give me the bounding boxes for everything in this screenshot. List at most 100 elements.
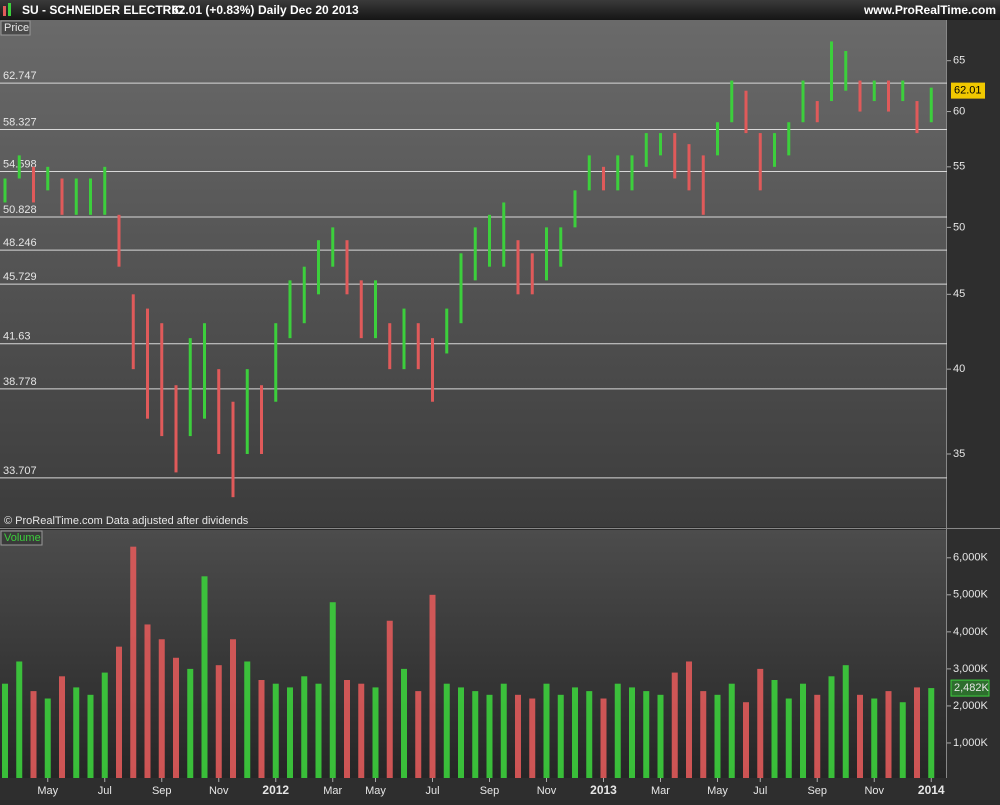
price-bar <box>730 80 734 123</box>
panel-label: Volume <box>4 532 41 544</box>
panel-label-box <box>0 20 31 36</box>
last-price-box <box>951 82 985 99</box>
volume-bar <box>315 683 322 778</box>
volume-bar <box>657 694 664 778</box>
price-bar <box>431 338 434 402</box>
price-bar <box>545 227 548 281</box>
volume-bar <box>301 676 308 778</box>
volume-bar <box>686 661 692 778</box>
price-bar <box>302 266 306 324</box>
x-tick-label: Sep <box>807 785 827 797</box>
x-tick-label: Mar <box>651 785 670 797</box>
panel-label-box <box>0 530 43 546</box>
price-bar <box>117 214 121 267</box>
volume-bar <box>73 687 80 778</box>
volume-bar <box>757 668 764 778</box>
note: © ProRealTime.com Data adjusted after di… <box>4 515 249 527</box>
volume-bar <box>743 702 749 778</box>
volume-bar <box>130 546 137 778</box>
volume-bar <box>785 698 792 778</box>
volume-bar <box>44 698 51 778</box>
price-bar <box>887 80 890 112</box>
price-bar <box>74 178 78 215</box>
price-bar <box>274 323 278 402</box>
volume-bar <box>800 683 806 778</box>
volume-bar <box>415 691 422 778</box>
y-tick-label: 4,000K <box>953 626 989 638</box>
price-bar <box>602 166 605 191</box>
price-bar <box>131 294 135 370</box>
volume-bar <box>87 694 94 778</box>
price-bar <box>530 253 534 295</box>
header-bar <box>0 0 1000 20</box>
price-bar <box>402 308 406 370</box>
x-tick-label: Sep <box>480 785 500 797</box>
price-bar <box>687 144 691 191</box>
price-panel <box>0 20 947 527</box>
date-axis-bg <box>0 778 1000 800</box>
volume-bar <box>899 702 906 778</box>
x-tick-label: Nov <box>864 785 884 797</box>
price-bar <box>673 133 677 179</box>
price-bar <box>188 338 192 437</box>
y-tick-label: 3,000K <box>953 663 989 675</box>
price-bar <box>32 166 35 203</box>
price-bar <box>830 41 833 102</box>
price-bar <box>516 240 520 295</box>
price-bar <box>345 240 349 295</box>
y-tick-label: 45 <box>953 288 965 300</box>
price-bar <box>17 155 21 179</box>
volume-bar <box>144 624 151 778</box>
y-tick-label: 65 <box>953 55 965 67</box>
volume-bar <box>928 688 935 778</box>
volume-bar <box>671 672 678 778</box>
price-bar <box>744 90 748 134</box>
price-bar <box>359 280 363 339</box>
price-bar <box>630 155 634 191</box>
x-tick-label: Jul <box>753 785 767 797</box>
level-label: 50.828 <box>3 204 37 216</box>
price-bar <box>815 101 819 123</box>
volume-bar <box>187 668 194 778</box>
price-bar <box>288 280 292 339</box>
price-bar <box>488 214 491 267</box>
level-label: 33.707 <box>3 465 37 477</box>
volume-bar <box>643 691 650 778</box>
price-bar <box>459 253 463 324</box>
y-tick-label: 1,000K <box>953 737 989 749</box>
x-tick-label: May <box>37 785 58 797</box>
price-bar <box>445 308 449 354</box>
volume-bar <box>401 668 407 778</box>
price-bar <box>573 190 577 228</box>
price-bar <box>858 80 862 112</box>
price-bar <box>872 80 876 102</box>
price-bar <box>773 133 776 167</box>
level-label: 48.246 <box>3 237 37 249</box>
volume-bar <box>557 694 564 778</box>
x-tick-label: 2014 <box>918 783 945 797</box>
price-bar <box>801 80 805 123</box>
volume-bar <box>885 691 892 778</box>
x-tick-label: May <box>365 785 386 797</box>
price-bar <box>473 227 477 281</box>
volume-bar <box>344 680 350 778</box>
volume-bar <box>258 680 265 778</box>
price-bar <box>46 166 50 191</box>
volume-bar <box>30 691 37 778</box>
volume-bar <box>158 639 165 778</box>
logo <box>8 3 11 16</box>
price-bar <box>502 202 506 267</box>
volume-bar <box>215 665 222 778</box>
panel-label: Price <box>4 22 29 34</box>
volume-bar <box>600 698 607 778</box>
price-bar <box>231 401 235 498</box>
volume-bar <box>59 676 65 778</box>
volume-bar <box>429 594 436 778</box>
volume-bar <box>529 698 536 778</box>
price-bar <box>758 133 762 191</box>
price-axis-bg <box>947 20 1000 530</box>
volume-bar <box>372 687 379 778</box>
price-bar <box>844 50 848 91</box>
price-bar <box>659 133 662 156</box>
price-bar <box>245 369 249 454</box>
